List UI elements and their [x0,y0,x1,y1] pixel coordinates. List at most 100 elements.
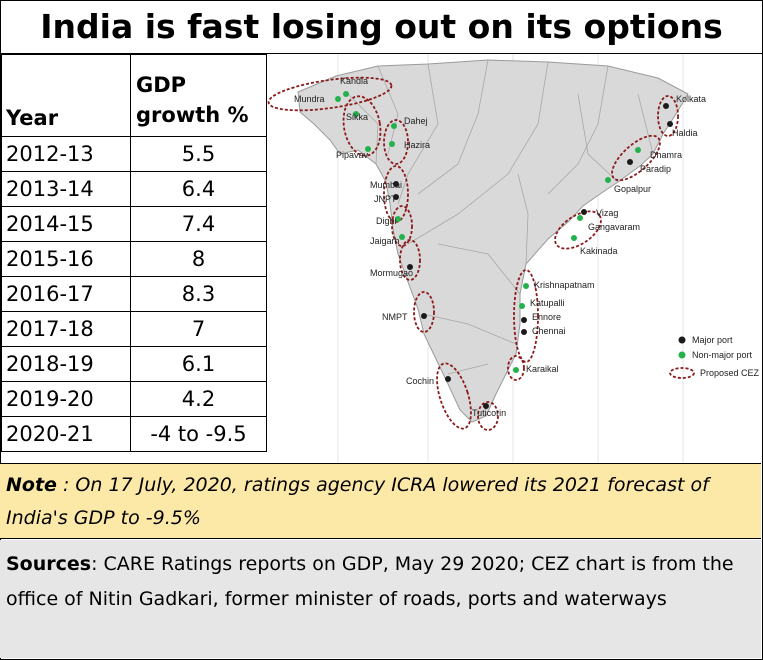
row-year: 2014-15 [1,206,131,242]
cez-ellipse [507,355,525,381]
port-marker-katupalli [519,303,525,309]
legend-major-marker [678,336,686,344]
cez-ellipse [513,269,539,363]
port-label-hazira: Hazira [404,140,430,150]
table-row: 2014-15 7.4 [1,206,267,242]
state-borders [347,59,654,375]
port-marker-paradip [627,159,633,165]
port-marker-tuticorin [483,403,489,409]
port-label-nmpt: NMPT [382,312,408,322]
port-label-paradip: Paradip [640,164,671,174]
port-label-vizag: Vizag [596,208,618,218]
row-year: 2020-21 [1,416,131,452]
cez-ellipse [342,95,382,157]
port-marker-jaigarh [399,234,405,240]
cez-ellipse [554,210,602,250]
page-title: India is fast losing out on its options [40,7,723,46]
header-year: Year [1,54,131,137]
port-label-dahej: Dahej [404,116,428,126]
table-row: 2017-18 7 [1,311,267,347]
cez-ellipse [413,291,435,333]
port-marker-haldia [667,121,673,127]
port-marker-nmpt [421,313,427,319]
port-label-karaikal: Karaikal [526,364,559,374]
port-marker-pipavav [365,146,371,152]
port-marker-mumbai [393,181,399,187]
legend-major-label: Major port [692,335,733,345]
table-header-row: Year GDP growth % [1,54,267,137]
table-row: 2015-16 8 [1,241,267,277]
cez-ellipse [383,119,409,165]
row-year: 2016-17 [1,276,131,312]
port-label-tuticorin: Tuticorin [472,408,506,418]
port-marker-hazira [389,141,395,147]
row-gdp-value: 8 [130,241,267,277]
cez-ellipse [399,239,421,281]
header-gdp: GDP growth % [130,54,267,137]
port-marker-jnpt [393,194,399,200]
port-label-kandla: Kandla [340,76,368,86]
table-row: 2013-14 6.4 [1,171,267,207]
port-marker-kolkata [663,103,669,109]
port-label-katupalli: Katupalli [530,298,565,308]
port-label-gangavaram: Gangavaram [588,222,640,232]
row-year: 2017-18 [1,311,131,347]
port-label-mundra: Mundra [294,94,325,104]
cez-ellipse [267,76,393,112]
port-marker-mundra [335,96,341,102]
header-gdp-line2: growth % [136,103,249,127]
port-marker-ennore [521,317,527,323]
port-label-pipavav: Pipavav [336,150,369,160]
row-year: 2019-20 [1,381,131,417]
cez-ellipse [436,362,472,430]
row-gdp-value: -4 to -9.5 [130,416,267,452]
note-text: : On 17 July, 2020, ratings agency ICRA … [6,474,709,529]
port-marker-gangavaram [577,215,583,221]
port-label-kolkata: Kolkata [676,94,706,104]
port-marker-kakinada [571,235,577,241]
cez-ellipse [477,401,499,431]
port-label-kakinada: Kakinada [580,246,618,256]
header-gdp-line1: GDP [136,73,187,97]
port-label-gopalpur: Gopalpur [614,184,651,194]
row-gdp-value: 6.4 [130,171,267,207]
sources-text: : CARE Ratings reports on GDP, May 29 20… [6,553,734,610]
row-year: 2018-19 [1,346,131,382]
port-label-krishnapatnam: Krishnapatnam [534,280,595,290]
gdp-table-body: 2012-13 5.5 2013-14 6.4 2014-15 7.4 2015-16 8 20… [1,136,267,452]
coastal-economic-zone-map: Kandla Mundra Sikka Pipavav Dahej Hazira Mumba… [267,54,760,462]
port-label-cochin: Cochin [406,376,434,386]
table-row: 2019-20 4.2 [1,381,267,417]
port-marker-vizag [581,209,587,215]
note-label: Note [6,474,57,496]
row-gdp-value: 5.5 [130,136,267,172]
cez-ellipse [383,165,409,223]
port-label-haldia: Haldia [672,128,698,138]
port-label-ennore: Ennore [532,312,561,322]
gdp-table: Year GDP growth % 2012-13 5.5 2013-14 6.4 20… [1,54,267,452]
cez-zones [267,76,679,431]
port-label-jnpt: JNPT [374,194,397,204]
row-gdp-value: 7 [130,311,267,347]
row-year: 2013-14 [1,171,131,207]
sources-label: Sources [6,553,92,575]
map-legend: Major port Non-major port Proposed CEZ [669,335,760,379]
port-marker-kandla [343,91,349,97]
legend-non-major-label: Non-major port [692,350,753,360]
port-label-dighi: Dighi [376,216,397,226]
row-gdp-value: 8.3 [130,276,267,312]
port-markers: Kandla Mundra Sikka Pipavav Dahej Hazira Mumba… [294,76,706,418]
port-marker-cochin [445,376,451,382]
note-box: Note : On 17 July, 2020, ratings agency … [0,463,761,539]
legend-cez-marker [669,367,695,379]
row-gdp-value: 7.4 [130,206,267,242]
sources-box: Sources: CARE Ratings reports on GDP, Ma… [0,540,761,658]
port-label-jaigarh: Jaigarh [370,236,400,246]
table-row: 2018-19 6.1 [1,346,267,382]
cez-ellipse [611,134,661,182]
row-gdp-value: 4.2 [130,381,267,417]
port-marker-krishnapatnam [523,283,529,289]
port-marker-mormugao [407,264,413,270]
legend-cez-label: Proposed CEZ [700,368,760,378]
port-marker-gopalpur [605,177,611,183]
